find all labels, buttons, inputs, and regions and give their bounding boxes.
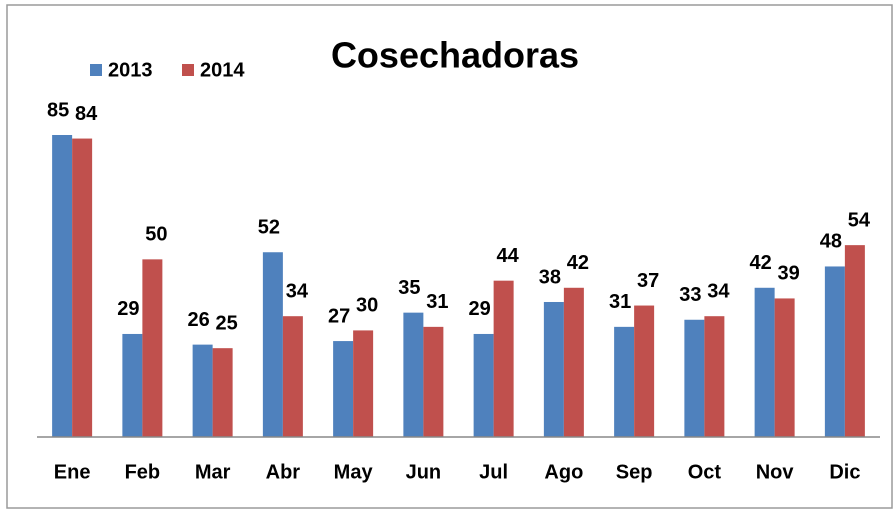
x-tick-label: Mar <box>195 461 231 483</box>
chart-title: Cosechadoras <box>331 35 579 76</box>
bar <box>52 135 73 437</box>
data-label: 31 <box>609 291 631 313</box>
x-tick-label: Sep <box>616 461 653 483</box>
data-label: 27 <box>328 305 350 327</box>
bar <box>72 138 93 437</box>
legend-label: 2013 <box>108 59 153 81</box>
data-label: 84 <box>75 103 98 125</box>
data-label: 85 <box>47 99 69 121</box>
data-label: 34 <box>707 280 730 302</box>
bar <box>333 341 354 437</box>
legend-label: 2014 <box>200 59 245 81</box>
data-label: 29 <box>117 298 139 320</box>
x-tick-label: Dic <box>829 461 860 483</box>
bar <box>403 312 424 437</box>
data-label: 50 <box>145 224 167 246</box>
data-label: 33 <box>679 284 701 306</box>
bar <box>353 330 374 437</box>
bar <box>192 344 213 437</box>
bar <box>634 305 655 437</box>
data-label: 42 <box>567 252 589 274</box>
bar <box>122 333 143 437</box>
data-label: 42 <box>750 252 772 274</box>
legend-swatch <box>90 64 102 76</box>
data-label: 31 <box>426 291 448 313</box>
bar <box>774 298 795 437</box>
x-tick-label: Feb <box>125 461 161 483</box>
x-tick-label: Nov <box>756 461 795 483</box>
bar <box>754 287 775 437</box>
bar <box>142 259 163 437</box>
data-label: 37 <box>637 270 659 292</box>
bar <box>684 319 705 437</box>
data-label: 25 <box>216 312 238 334</box>
x-tick-label: Jul <box>479 461 508 483</box>
data-label: 48 <box>820 231 842 253</box>
data-label: 39 <box>778 263 800 285</box>
bar <box>704 316 725 437</box>
data-label: 29 <box>469 298 491 320</box>
x-tick-label: Oct <box>688 461 722 483</box>
data-label: 54 <box>848 209 871 231</box>
bar <box>543 301 564 437</box>
x-tick-label: Ago <box>544 461 583 483</box>
bar <box>473 333 494 437</box>
x-tick-label: Jun <box>406 461 442 483</box>
data-label: 44 <box>497 245 520 267</box>
data-label: 35 <box>398 277 420 299</box>
x-tick-label: May <box>334 461 374 483</box>
data-label: 52 <box>258 217 280 239</box>
bar <box>563 287 584 437</box>
data-label: 26 <box>188 309 210 331</box>
bar <box>824 266 845 437</box>
data-label: 30 <box>356 295 378 317</box>
data-label: 34 <box>286 280 309 302</box>
bar <box>212 348 233 437</box>
x-tick-label: Ene <box>54 461 91 483</box>
legend-swatch <box>182 64 194 76</box>
bar <box>614 326 635 437</box>
bar <box>423 326 444 437</box>
bar <box>262 252 283 437</box>
data-label: 38 <box>539 266 561 288</box>
bar <box>493 280 514 437</box>
bar <box>282 316 303 437</box>
bar <box>844 245 865 437</box>
x-tick-label: Abr <box>266 461 301 483</box>
